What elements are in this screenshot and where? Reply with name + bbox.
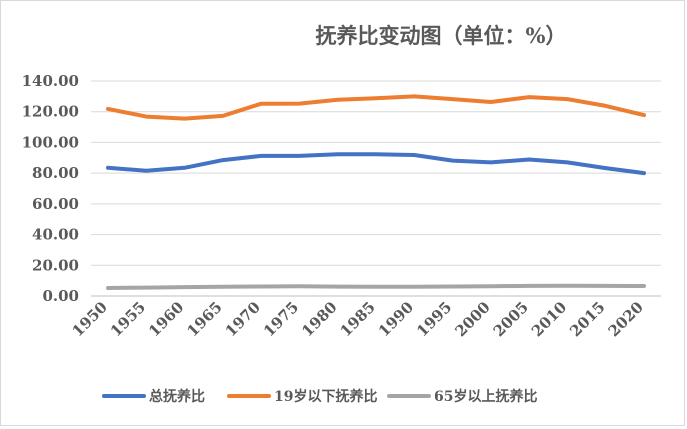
y-tick-label: 20.00 bbox=[32, 256, 79, 274]
y-tick-label: 40.00 bbox=[32, 226, 79, 244]
y-tick-label: 0.00 bbox=[42, 287, 79, 305]
y-tick-label: 140.00 bbox=[22, 72, 79, 90]
y-tick-label: 100.00 bbox=[22, 133, 79, 151]
x-tick-label: 1970 bbox=[222, 298, 264, 340]
x-tick-label: 1995 bbox=[413, 298, 455, 340]
series-line-3 bbox=[106, 283, 646, 290]
legend-label: 总抚养比 bbox=[149, 388, 205, 405]
y-tick-label: 60.00 bbox=[32, 195, 79, 213]
y-axis-ticks: 0.00 20.00 40.00 60.00 80.00 100.00 120.00 140.… bbox=[22, 72, 79, 305]
legend: 总抚养比 19岁以下抚养比 65岁以上抚养比 bbox=[102, 388, 537, 405]
x-tick-label: 1975 bbox=[260, 298, 302, 340]
y-tick-label: 120.00 bbox=[22, 103, 79, 121]
x-tick-label: 2010 bbox=[528, 298, 570, 340]
x-tick-label: 2005 bbox=[490, 298, 532, 340]
x-tick-label: 1990 bbox=[375, 298, 417, 340]
chart-title: 抚养比变动图（单位：%） bbox=[316, 23, 567, 48]
x-tick-label: 1960 bbox=[145, 298, 187, 340]
x-tick-label: 1955 bbox=[107, 298, 149, 340]
legend-label: 65岁以上抚养比 bbox=[434, 388, 537, 405]
x-tick-label: 2000 bbox=[451, 298, 493, 340]
x-tick-label: 2015 bbox=[566, 298, 608, 340]
series-line-2 bbox=[106, 94, 646, 121]
x-axis-ticks: 1950195519601965197019751980198519901995… bbox=[69, 298, 647, 340]
x-tick-label: 1980 bbox=[298, 298, 340, 340]
x-tick-label: 2020 bbox=[605, 298, 647, 340]
y-tick-label: 80.00 bbox=[32, 164, 79, 182]
series-line-1 bbox=[106, 152, 646, 176]
x-tick-label: 1965 bbox=[183, 298, 225, 340]
gridlines bbox=[91, 80, 661, 297]
legend-label: 19岁以下抚养比 bbox=[274, 388, 377, 405]
x-tick-label: 1985 bbox=[337, 298, 379, 340]
series-lines bbox=[106, 94, 646, 290]
